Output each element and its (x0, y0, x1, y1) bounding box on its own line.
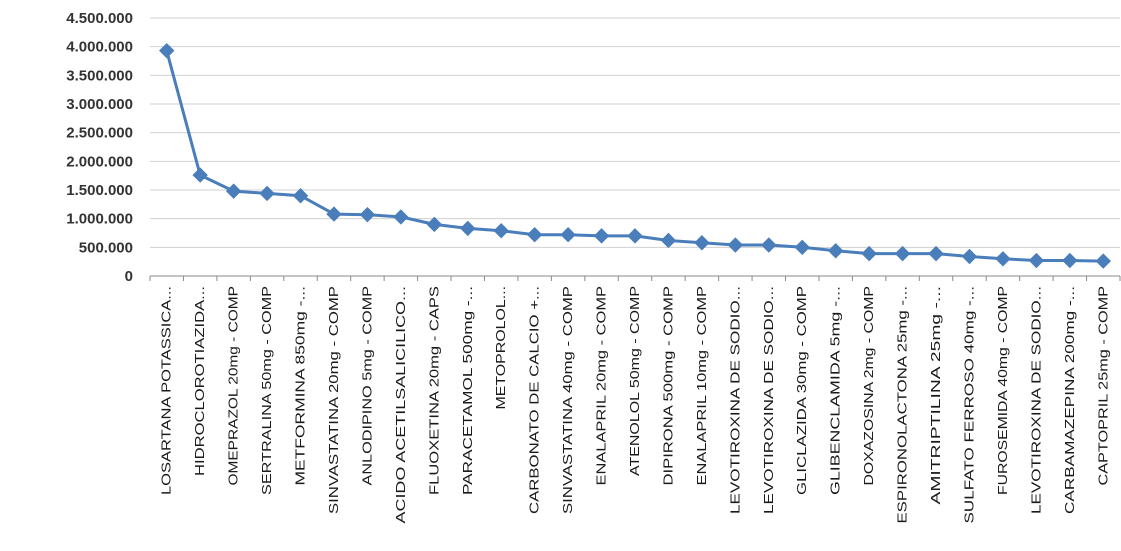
x-tick-label: METOPROLOL... (494, 286, 508, 410)
x-tick-label: DOXAZOSINA 2mg - COMP (862, 286, 876, 486)
x-tick-label: PARACETAMOL 500mg -... (461, 286, 475, 495)
data-point (961, 248, 978, 265)
data-point (225, 183, 242, 199)
data-point (995, 251, 1011, 267)
x-tick-label: SULFATO FERROSO 40mg -... (962, 286, 976, 524)
x-tick-label: GLICLAZIDA 30mg - COMP (795, 286, 809, 495)
data-point (460, 220, 476, 237)
y-tick-label: 4.500.000 (66, 10, 133, 27)
y-tick-label: 500.000 (79, 239, 133, 256)
y-tick-label: 4.000.000 (66, 39, 133, 56)
data-point (1095, 253, 1111, 269)
x-tick-label: LEVOTIROXINA DE SODIO... (728, 286, 742, 514)
x-tick-label: CARBONATO DE CALCIO +... (528, 286, 542, 514)
x-tick-label: CAPTOPRIL 25mg - COMP (1096, 286, 1110, 486)
data-point (192, 167, 208, 183)
data-point (426, 216, 443, 233)
x-tick-label: ENALAPRIL 10mg - COMP (695, 286, 709, 486)
x-tick-label: SINVASTATINA 20mg - COMP (327, 286, 341, 514)
x-tick-label: ESPIRONOLACTONA 25mg -... (896, 286, 910, 524)
x-tick-label: LEVOTIROXINA DE SODIO... (762, 286, 776, 514)
x-tick-label: SERTRALINA 50mg - COMP (260, 286, 274, 495)
data-point (1028, 252, 1045, 269)
y-tick-label: 0 (125, 268, 133, 285)
y-tick-label: 2.000.000 (66, 153, 133, 170)
data-point (894, 245, 911, 262)
data-point (292, 188, 309, 204)
x-tick-label: FUROSEMIDA 40mg - COMP (996, 286, 1010, 495)
data-point (794, 239, 810, 256)
data-point (627, 228, 643, 244)
data-point (259, 185, 275, 202)
x-tick-label: LOSARTANA POTASSICA... (160, 286, 174, 495)
series-losartana-values (159, 42, 1111, 269)
data-point (593, 228, 610, 244)
x-axis: LOSARTANA POTASSICA... HIDROCLOROTIAZIDA.… (149, 275, 1121, 524)
data-point (861, 245, 877, 262)
x-tick-label: SINVASTATINA 40mg - COMP (561, 286, 575, 514)
x-tick-label: METFORMINA 850mg -... (294, 286, 308, 486)
x-tick-label: LEVOTIROXINA DE SODIO... (1029, 286, 1043, 514)
x-tick-label: ATENOLOL 50mg - COMP (628, 286, 642, 476)
y-tick-label: 3.000.000 (66, 96, 133, 113)
data-point (827, 243, 844, 259)
y-tick-label: 2.500.000 (66, 125, 133, 142)
data-point (694, 235, 710, 251)
x-tick-label: GLIBENCLAMIDA 5mg -... (829, 286, 843, 495)
x-tick-label: OMEPRAZOL 20mg - COMP (227, 286, 241, 486)
x-tick-label: HIDROCLOROTIAZIDA... (193, 286, 207, 476)
data-point (326, 206, 342, 222)
data-point (493, 222, 509, 239)
y-tick-label: 3.500.000 (66, 67, 133, 84)
y-axis: 0 500.000 1.000.000 1.500.000 2.000.000 2.500… (66, 10, 133, 285)
data-point (560, 227, 576, 243)
data-point (526, 227, 543, 243)
x-tick-label: ACIDO ACETILSALICILICO... (394, 286, 408, 524)
data-point (928, 245, 944, 262)
y-tick-label: 1.500.000 (66, 182, 133, 199)
data-point (660, 232, 677, 249)
x-tick-label: FLUOXETINA 20mg - CAPS (427, 286, 441, 495)
data-point (159, 42, 175, 59)
data-point (1062, 252, 1078, 269)
data-point (761, 237, 777, 253)
data-point (393, 209, 409, 225)
data-point (359, 206, 376, 223)
x-tick-label: ENALAPRIL 20mg - COMP (595, 286, 609, 486)
x-tick-label: DIPIRONA 500mg - COMP (661, 286, 675, 486)
x-tick-label: ANLODIPINO 5mg - COMP (360, 286, 374, 486)
y-tick-label: 1.000.000 (66, 211, 133, 228)
gridlines (150, 17, 1120, 248)
x-tick-label: AMITRIPTILINA 25mg -... (929, 286, 943, 505)
data-point (727, 237, 744, 253)
x-tick-label: CARBAMAZEPINA 200mg -... (1063, 286, 1077, 514)
